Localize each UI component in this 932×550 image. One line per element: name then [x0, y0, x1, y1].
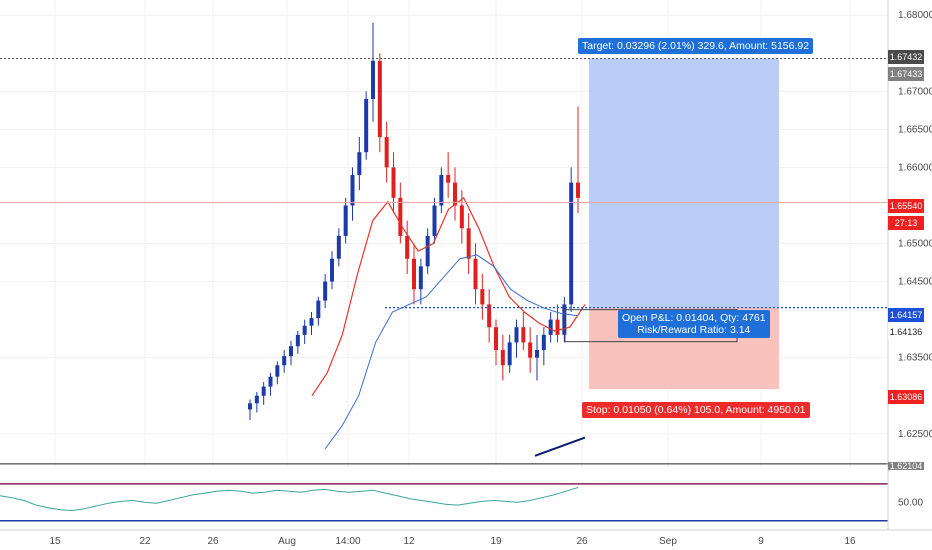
candle-body — [555, 319, 560, 335]
candle-body — [323, 281, 328, 301]
candle-body — [507, 342, 512, 366]
y-tick-label: 1.68000 — [898, 10, 932, 21]
x-tick-label: 14:00 — [335, 536, 360, 547]
rr-text: Risk/Reward Ratio: 3.14 — [637, 324, 751, 336]
candle-body — [377, 60, 382, 137]
candle-body — [302, 325, 307, 335]
candle-body — [418, 266, 423, 290]
x-tick-label: 12 — [403, 536, 415, 547]
candle-body — [562, 304, 567, 335]
target-label[interactable]: Target: 0.03296 (2.01%) 329.6, Amount: 5… — [578, 38, 814, 54]
candle-body — [343, 205, 348, 236]
candle-body — [248, 403, 252, 410]
indicator-lines — [311, 196, 586, 457]
trend-line — [534, 436, 586, 457]
candle-body — [521, 327, 526, 343]
candle-body — [500, 350, 505, 366]
candle-body — [268, 376, 273, 387]
price-level-lines — [0, 57, 888, 465]
y-tick-label: 1.64500 — [898, 277, 932, 288]
candle-body — [473, 258, 478, 290]
candle-body — [336, 235, 341, 259]
candle-body — [439, 175, 444, 206]
candle-body — [350, 175, 355, 206]
candle-body — [453, 182, 457, 206]
x-tick-label: 16 — [844, 536, 856, 547]
rsi-line — [0, 487, 579, 512]
y-tick-label: 1.66000 — [898, 162, 932, 173]
candle-body — [412, 258, 416, 290]
candle-body — [459, 205, 464, 229]
x-tick-label: 9 — [758, 536, 764, 547]
x-tick-label: 26 — [576, 536, 588, 547]
pnl-text: Open P&L: 0.01404, Qty: 4761 — [622, 312, 766, 324]
pnl-label[interactable]: Open P&L: 0.01404, Qty: 4761 Risk/Reward… — [618, 310, 770, 338]
candle-body — [405, 235, 410, 259]
y-tick-label: 1.63500 — [898, 353, 932, 364]
candle-body — [282, 356, 287, 366]
x-tick-label: 15 — [49, 536, 61, 547]
x-tick-label: 26 — [207, 536, 219, 547]
target-price-alt-tag: 1.67433 — [888, 67, 924, 81]
candle-body — [398, 197, 403, 236]
candle-body — [432, 205, 437, 236]
candlestick-series — [248, 22, 580, 421]
bottom-price-tag: 1.62104 — [888, 462, 924, 470]
candle-body — [316, 300, 321, 319]
candle-body — [541, 334, 546, 351]
candle-body — [576, 182, 580, 198]
target-zone — [589, 58, 779, 308]
rsi-level-label: 50.00 — [898, 497, 923, 508]
candle-body — [254, 395, 259, 404]
candle-body — [330, 258, 334, 282]
rsi-panel: 50.00 — [0, 483, 923, 522]
candle-body — [364, 98, 369, 153]
candle-body — [371, 60, 375, 99]
target-price-tag: 1.67432 — [888, 50, 924, 64]
y-tick-label: 1.67000 — [898, 86, 932, 97]
fast-ma-line — [311, 196, 586, 397]
candle-body — [275, 365, 280, 377]
candle-body — [480, 289, 485, 305]
y-tick-label: 1.65000 — [898, 239, 932, 250]
candle-body — [391, 167, 396, 198]
candle-body — [261, 386, 266, 396]
stop-label[interactable]: Stop: 0.01050 (0.64%) 105.0, Amount: 495… — [582, 402, 810, 418]
candle-body — [569, 182, 574, 305]
current-price-tag: 1.65540 — [888, 199, 924, 213]
x-tick-label: 22 — [139, 536, 151, 547]
candle-body — [289, 346, 293, 357]
candle-body — [514, 327, 519, 343]
countdown-tag: 27:13 — [888, 216, 924, 230]
candle-body — [466, 228, 471, 259]
candle-body — [295, 334, 300, 347]
x-tick-label: 19 — [490, 536, 502, 547]
candle-body — [528, 342, 533, 358]
stop-price-tag: 1.63086 — [888, 390, 924, 404]
position-zones — [589, 58, 779, 390]
x-tick-label: Aug — [278, 536, 296, 547]
candle-body — [384, 136, 389, 168]
candle-body — [357, 152, 362, 176]
candle-body — [309, 318, 314, 326]
candle-body — [487, 304, 492, 328]
candle-body — [494, 327, 498, 351]
entry-price-tag: 1.64157 — [888, 308, 924, 322]
slow-ma-line — [324, 254, 579, 450]
candle-body — [446, 175, 451, 183]
candle-body — [548, 319, 553, 335]
secondary-price-tag: 1.64136 — [888, 325, 924, 339]
candle-body — [535, 350, 539, 358]
candle-body — [425, 235, 430, 267]
y-tick-label: 1.66500 — [898, 124, 932, 135]
x-tick-label: Sep — [659, 536, 677, 547]
y-tick-label: 1.62500 — [898, 429, 932, 440]
